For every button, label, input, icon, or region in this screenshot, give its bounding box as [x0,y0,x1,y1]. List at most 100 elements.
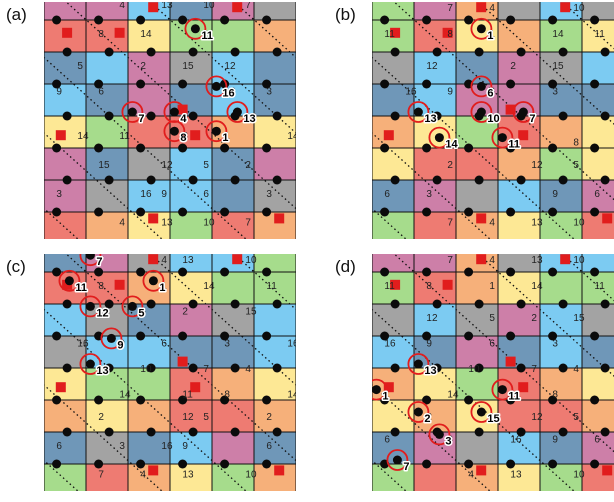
lattice-dot [136,267,146,277]
lattice-cell [254,432,296,464]
lattice-cell [540,304,582,336]
panel-d: (d) 741310118114111252151696316131074114… [335,254,614,501]
lattice-cell [212,368,254,400]
site-number: 13 [510,470,522,481]
lattice-dot [104,427,114,437]
highlight-ring [226,101,249,123]
site-number: 9 [447,86,453,97]
lattice-dot [601,492,610,501]
lattice-dot [231,240,240,249]
lattice-dot [474,47,484,57]
site-number: 11 [77,281,88,292]
site-number: 13 [426,364,438,375]
lattice-cell [86,212,128,239]
site-number: 6 [489,86,495,97]
lattice-dot [231,492,240,501]
red-marker [177,356,188,367]
highlight-ring [142,269,165,292]
highlight-number: 13 [96,365,108,377]
lattice-dot [188,299,198,309]
red-marker [148,465,159,476]
highlight-dot [413,407,423,417]
lattice-dot [432,363,442,373]
red-marker [148,2,159,13]
lattice-cell [456,432,498,464]
highlight-dot [64,276,74,286]
lattice-cell [372,84,414,116]
site-number: 7 [531,364,537,375]
lattice-dot [272,299,282,309]
lattice-dot [262,143,272,153]
lattice-cell [456,148,498,180]
red-marker [476,2,487,13]
lattice-dot [391,492,400,501]
site-number: 11 [203,29,214,40]
highlight-number: 11 [508,391,520,403]
site-number: 14 [140,29,152,40]
red-marker [476,254,487,265]
diagonal-line [149,2,296,134]
highlight-number: 15 [487,413,499,425]
panel-label: (a) [6,5,27,24]
lattice-dot [433,492,442,501]
site-number: 10 [468,364,480,375]
lattice-cell [540,464,582,491]
site-number: 7 [405,460,411,471]
site-number: 5 [489,313,495,324]
lattice-cell [44,2,86,20]
lattice-dot [601,240,610,249]
red-marker [62,279,73,290]
site-number: 13 [245,112,257,123]
highlight-ring [79,353,102,375]
site-number: 7 [447,218,453,229]
diagonal-line [477,254,614,377]
lattice-dot [464,267,474,277]
lattice-dot [273,240,282,249]
lattice-cell [212,272,254,304]
site-number: 4 [245,364,251,375]
lattice-cell [540,432,582,464]
highlight-dot [169,107,179,117]
lattice-cell [414,2,456,20]
site-number: 12 [161,160,173,171]
site-number: 8 [552,390,558,401]
site-number: 15 [98,160,110,171]
lattice-dot [600,47,610,57]
diagonal-line [372,308,575,491]
lattice-dot [422,143,432,153]
lattice-cell [498,272,540,304]
site-number: 8 [182,131,188,142]
site-number: 6 [384,189,390,200]
site-number: 7 [447,255,453,266]
site-number: 7 [245,0,251,11]
lattice-dot [262,331,272,341]
highlight-ring [491,126,514,149]
site-number: 13 [98,364,110,375]
highlight-dot [372,385,381,395]
site-number: 16 [287,338,299,349]
site-number: 13 [426,112,438,123]
highlight-number: 7 [96,256,102,268]
lattice-dot [178,267,188,277]
lattice-dot [94,395,104,405]
lattice-dot [94,267,104,277]
lattice-dot [272,427,282,437]
site-number: 9 [56,86,62,97]
highlight-ring [58,269,81,292]
lattice-cell [456,368,498,400]
site-number: 4 [489,255,495,266]
site-number: 4 [182,112,188,123]
site-number: 7 [98,470,104,481]
lattice-cell [86,400,128,432]
site-number: 7 [98,255,104,266]
lattice-dot [390,175,400,185]
lattice-cell [128,148,170,180]
site-number: 6 [161,338,167,349]
lattice-dot [548,15,558,25]
lattice-dot [390,47,400,57]
lattice-cell [498,52,540,84]
red-marker [602,213,613,224]
site-number: 16 [77,338,89,349]
lattice-cell [498,180,540,212]
